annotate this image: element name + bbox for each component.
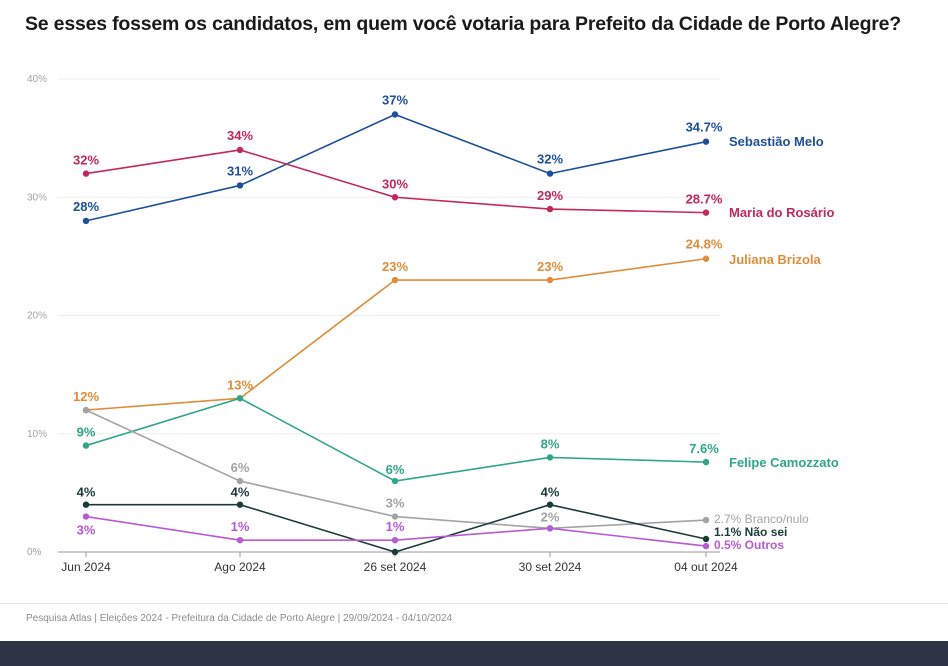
label-layer: 28% 31% 37% 32% 34.7% 32% 34% 30% 29% 28.7% 12% 13%… <box>73 92 839 552</box>
y-tick-label: 10% <box>27 429 47 440</box>
data-point <box>546 454 554 461</box>
y-tick-label: 30% <box>27 192 47 203</box>
y-tick-label: 20% <box>27 311 47 322</box>
data-point <box>391 111 399 118</box>
point-label: 6% <box>386 462 405 477</box>
x-tick-label: 30 set 2024 <box>519 560 582 574</box>
data-point <box>546 525 554 532</box>
point-label: 31% <box>227 163 253 178</box>
point-label: 1% <box>231 519 250 534</box>
point-label: 37% <box>382 92 408 107</box>
data-point <box>82 217 90 225</box>
data-point <box>236 477 244 485</box>
data-point <box>702 209 710 216</box>
series-line <box>85 113 707 222</box>
point-label: 1% <box>386 519 405 534</box>
data-point <box>391 513 399 520</box>
point-label: 13% <box>227 377 253 392</box>
point-label: 32% <box>73 153 99 168</box>
series-end-label: Maria do Rosário <box>729 205 835 220</box>
axis-layer: 0% 10% 20% 30% 40% Jun 2024 Ago 2024 26 set 202… <box>27 74 738 574</box>
data-point <box>391 477 399 485</box>
point-label: 3% <box>77 523 96 538</box>
point-label: 12% <box>73 389 99 404</box>
data-point <box>82 442 90 449</box>
point-label: 28% <box>73 199 99 214</box>
data-point <box>702 542 710 550</box>
bottom-bar <box>0 641 948 666</box>
data-point <box>236 395 244 402</box>
data-point <box>546 170 554 177</box>
point-label: 9% <box>77 425 96 440</box>
point-label: 32% <box>537 152 563 167</box>
data-point <box>236 182 244 189</box>
data-point <box>702 458 710 466</box>
point-label: 4% <box>541 485 560 500</box>
data-point <box>702 535 710 543</box>
data-point <box>82 501 90 508</box>
y-tick-label: 0% <box>27 547 42 558</box>
point-label: 4% <box>231 485 250 500</box>
point-label: 34% <box>227 128 253 143</box>
data-point <box>546 205 554 213</box>
point-label: 29% <box>537 188 563 203</box>
grid-layer <box>58 78 720 553</box>
point-label: 24.8% <box>686 237 723 252</box>
point-label: 23% <box>382 259 408 274</box>
data-point <box>702 516 710 524</box>
series-end-label: 1.1% Não sei <box>714 525 787 539</box>
point-label: 6% <box>231 460 250 475</box>
point-label: 30% <box>382 176 408 191</box>
data-point <box>236 146 244 154</box>
x-tick-label: 26 set 2024 <box>364 560 427 574</box>
x-tick-label: 04 out 2024 <box>674 560 738 574</box>
series-end-label: Juliana Brizola <box>729 252 822 267</box>
series-layer <box>82 111 710 556</box>
series-end-label: 2.7% Branco/nulo <box>714 512 809 526</box>
data-point <box>391 548 399 556</box>
point-label: 8% <box>541 436 560 451</box>
source-note: Pesquisa Atlas | Eleições 2024 - Prefeit… <box>26 613 453 624</box>
data-point <box>546 501 554 508</box>
x-tick-label: Jun 2024 <box>61 560 111 574</box>
data-point <box>546 276 554 284</box>
point-label: 23% <box>537 259 563 274</box>
point-label: 4% <box>77 485 96 500</box>
point-label: 3% <box>386 496 405 511</box>
series-end-label: Felipe Camozzato <box>729 455 839 470</box>
y-tick-label: 40% <box>27 74 47 85</box>
data-point <box>702 255 710 262</box>
point-label: 28.7% <box>686 192 723 207</box>
data-point <box>391 194 399 201</box>
x-tick-label: Ago 2024 <box>214 560 266 574</box>
series-end-label: Sebastião Melo <box>729 134 824 149</box>
line-chart: 0% 10% 20% 30% 40% Jun 2024 Ago 2024 26 set 202… <box>27 74 839 574</box>
data-point <box>702 138 710 145</box>
data-point <box>82 513 90 520</box>
point-label: 7.6% <box>689 441 719 456</box>
data-point <box>82 406 90 414</box>
data-point <box>391 536 399 544</box>
data-point <box>236 536 244 544</box>
point-label: 34.7% <box>686 120 723 135</box>
data-point <box>82 170 90 177</box>
series-end-label: 0.5% Outros <box>714 538 784 552</box>
data-point <box>391 276 399 284</box>
footer-divider <box>0 603 948 604</box>
chart-title: Se esses fossem os candidatos, em quem v… <box>25 13 902 35</box>
data-point <box>236 501 244 508</box>
point-label: 2% <box>541 509 560 524</box>
